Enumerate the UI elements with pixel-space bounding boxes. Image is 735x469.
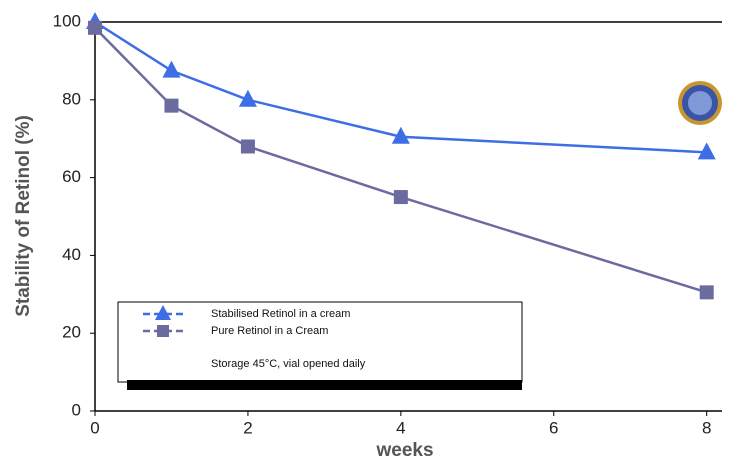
x-tick-label: 0 (90, 418, 99, 437)
triangle-marker (238, 89, 257, 107)
y-tick-label: 80 (62, 89, 81, 108)
x-tick-label: 6 (549, 418, 558, 437)
legend-box (117, 301, 523, 383)
square-marker (240, 139, 255, 154)
legend-label: Pure Retinol in a Cream (211, 325, 328, 337)
legend-marker (157, 325, 169, 337)
x-tick-label: 8 (702, 418, 711, 437)
square-marker (88, 20, 102, 35)
triangle-marker (697, 142, 716, 160)
triangle-marker (162, 60, 181, 78)
annotation: Storage 45°C, vial opened daily (211, 358, 366, 370)
y-tick-label: 100 (53, 11, 81, 30)
y-axis-label: Stability of Retinol (%) (13, 115, 34, 317)
y-tick-label: 0 (72, 400, 81, 419)
triangle-marker (391, 126, 410, 144)
x-tick-label: 4 (396, 418, 405, 437)
legend-bar (127, 380, 522, 390)
legend-label: Stabilised Retinol in a cream (211, 308, 350, 320)
y-tick-label: 60 (62, 167, 81, 186)
square-marker (393, 190, 408, 205)
x-axis-label: weeks (375, 440, 433, 461)
legend-marker (155, 305, 171, 320)
square-marker (164, 98, 179, 113)
series-line (94, 26, 708, 294)
y-tick-label: 40 (62, 245, 81, 264)
legend: Stabilised Retinol in a cream Pure Retino… (117, 301, 523, 390)
y-tick-label: 20 (62, 323, 81, 342)
x-tick-label: 2 (243, 418, 252, 437)
square-marker (699, 285, 714, 300)
liposome-icon (678, 81, 722, 125)
